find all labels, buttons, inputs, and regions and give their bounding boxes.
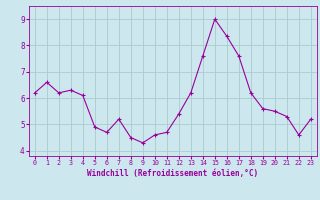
X-axis label: Windchill (Refroidissement éolien,°C): Windchill (Refroidissement éolien,°C) [87,169,258,178]
